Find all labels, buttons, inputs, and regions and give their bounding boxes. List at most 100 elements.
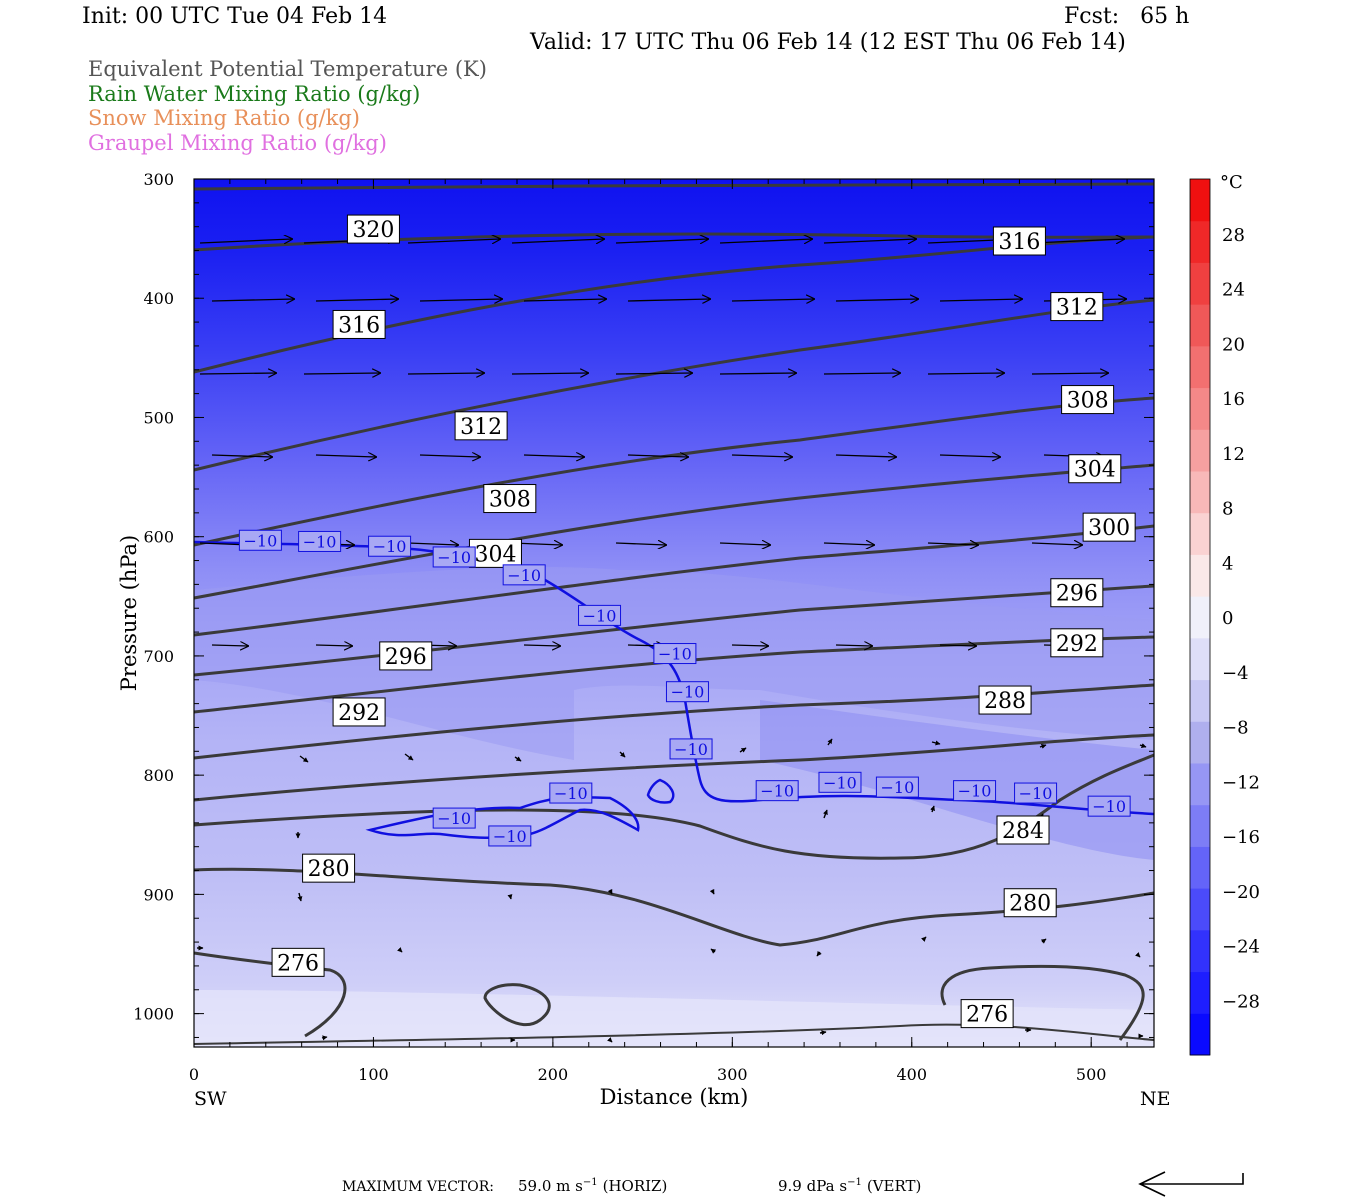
wind-vector [199,373,276,374]
wind-vector [731,299,814,301]
isotherm-label: −10 [368,535,412,557]
wind-vector [827,738,833,746]
wind-vector [931,740,941,746]
isotherm-label: −10 [669,738,713,760]
isotherm-label-box [755,780,799,802]
theta-e-label: 276 [960,999,1014,1029]
theta-e-label-box [1050,578,1104,608]
horiz-vector-value: 59.0 m s−1 (HORIZ) [518,1177,667,1195]
isotherm-label: −10 [578,604,622,626]
theta-e-label: 284 [996,815,1050,845]
init-time: Init: 00 UTC Tue 04 Feb 14 [82,4,388,29]
isotherm-label-text: −10 [671,683,705,702]
isotherm-label-box [1014,782,1058,804]
wind-vector [514,756,522,762]
legend-rain: Rain Water Mixing Ratio (g/kg) [88,82,421,106]
y-axis-title: Pressure (hPa) [117,535,141,691]
colorbar-tick-label: 28 [1222,225,1245,246]
wind-vector [407,373,484,374]
wind-vector [835,455,896,457]
y-tick-label: 400 [143,289,174,308]
theta-e-label: 316 [992,226,1046,256]
theta-e-label-box [468,538,522,568]
wind-vector [1031,373,1108,374]
wind-vector [315,299,398,301]
y-tick-label: 300 [143,170,174,189]
theta-e-label-box [960,999,1014,1029]
wind-vector [927,373,1004,374]
y-tick-label: 1000 [133,1005,174,1024]
x-tick-label: 100 [358,1065,389,1084]
colorbar-tick-label: −28 [1222,991,1260,1012]
theta-e-contour [193,683,1155,760]
wind-vector [1031,543,1082,545]
colorbar-tick-label: 12 [1222,444,1245,465]
theta-e-label-text: 304 [1074,458,1116,483]
colorbar-tick-label: 0 [1222,608,1233,629]
theta-e-contour [193,951,347,1038]
theta-e-label-box [346,214,400,244]
isotherm-label-box [432,807,476,829]
theta-e-label-text: 280 [308,857,350,882]
wind-vector [419,299,502,301]
theta-e-label-text: 308 [1067,389,1109,414]
colorbar-swatch [1190,637,1210,681]
wind-vector [407,543,458,545]
wind-vector [315,455,376,457]
colorbar-tick-label: 24 [1222,280,1245,301]
theta-e-label: 280 [302,853,356,883]
theta-e-label-text: 292 [338,701,380,726]
colorbar-tick-label: −12 [1222,772,1260,793]
wind-vector [627,455,688,457]
colorbar-swatch [1190,888,1210,931]
theta-e-label-text: 292 [1056,632,1098,657]
wind-vector [523,645,560,646]
wind-vector [819,1030,827,1036]
wind-vector [731,645,768,646]
theta-e-contour [193,584,1155,677]
wind-vector [303,373,380,374]
colorbar-swatch [1190,262,1210,305]
theta-e-label: 312 [1050,292,1104,322]
colorbar-swatch [1190,345,1210,389]
isotherm-label-box [488,825,532,847]
theta-e-label: 300 [1082,512,1136,542]
theta-e-label: 304 [1068,454,1122,484]
isotherm-label-box [432,546,476,568]
isotherm-label-box [238,529,282,551]
isotherm-label-text: −10 [583,606,617,625]
wind-vector [835,299,918,301]
theta-e-label: 316 [332,309,386,339]
isotherm-label-text: −10 [823,773,857,792]
theta-e-contours [193,182,1155,1045]
theta-e-label: 280 [1003,888,1057,918]
theta-e-label-box [978,685,1032,715]
theta-e-label-box [992,226,1046,256]
x-axis-title: Distance (km) [600,1085,749,1109]
wind-vector [211,299,294,301]
isotherm-label-text: −10 [244,531,278,550]
theta-e-label-text: 276 [277,951,319,976]
wind-vector [615,543,666,545]
wind-vector [835,645,872,646]
isotherm-label: −10 [665,681,709,703]
isotherm-label: −10 [488,825,532,847]
x-tick-label: 500 [1076,1065,1107,1084]
theta-e-label-text: 284 [1002,819,1044,844]
theta-e-label-text: 308 [489,488,531,513]
wind-vector [321,1035,328,1041]
wind-vector [199,239,292,243]
y-tick-label: 900 [143,885,174,904]
isotherm-label: −10 [755,780,799,802]
wind-vector [823,543,874,545]
colorbar-swatch [1190,471,1210,514]
colorbar-swatch [1190,721,1210,764]
wind-vector [710,948,717,954]
colorbar-swatch [1190,763,1210,806]
theta-e-label: 308 [483,484,537,514]
wind-vector [731,455,792,457]
x-tick-label: 0 [189,1065,199,1084]
wind-vector [211,455,272,457]
theta-e-label-box [1061,385,1115,415]
isotherm-label: −10 [298,530,342,552]
